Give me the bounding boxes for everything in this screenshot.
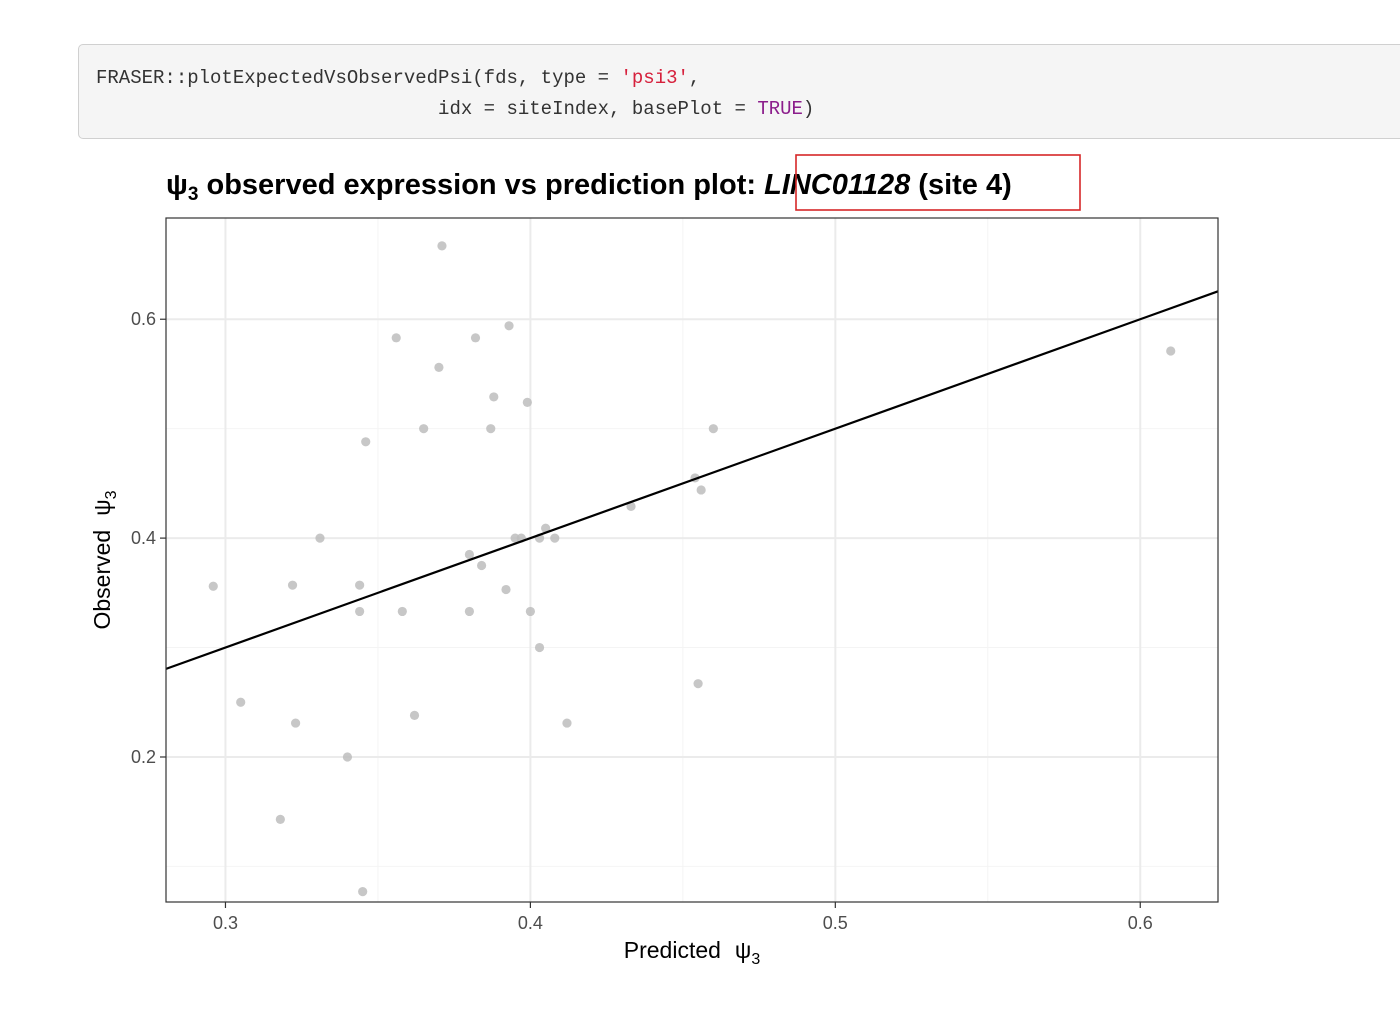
x-ticks: 0.3 0.4 0.5 0.6 bbox=[213, 902, 1153, 933]
title-site: (site 4) bbox=[910, 169, 1012, 201]
data-point bbox=[534, 642, 545, 653]
gene-highlight-box bbox=[795, 154, 1081, 211]
data-point bbox=[486, 424, 496, 434]
y-tick-label: 0.4 bbox=[131, 528, 156, 548]
identity-line bbox=[165, 290, 1219, 670]
data-point bbox=[275, 814, 285, 824]
code-line-2: idx = siteIndex, basePlot = TRUE) bbox=[96, 97, 814, 121]
x-axis-title-symbol: ψ bbox=[735, 937, 751, 963]
x-axis-title-subscript: 3 bbox=[751, 951, 760, 968]
major-grid bbox=[166, 218, 1218, 902]
plot-border bbox=[165, 217, 1219, 903]
x-axis-title-text: Predicted bbox=[624, 937, 721, 963]
code-text: ) bbox=[802, 98, 815, 120]
y-axis-title: Observed ψ3 bbox=[89, 490, 120, 629]
data-point bbox=[696, 485, 706, 495]
data-point bbox=[562, 718, 572, 728]
title-psi-symbol: ψ bbox=[166, 169, 188, 201]
data-point bbox=[236, 697, 246, 707]
data-point bbox=[409, 710, 420, 721]
data-point bbox=[419, 424, 429, 434]
data-point bbox=[358, 887, 368, 897]
data-point bbox=[504, 321, 514, 331]
title-psi-subscript: 3 bbox=[188, 184, 199, 205]
x-axis-title: Predicted ψ3 bbox=[624, 937, 761, 968]
data-point bbox=[208, 581, 218, 591]
data-point bbox=[550, 533, 560, 543]
data-point bbox=[489, 392, 499, 402]
data-point bbox=[464, 549, 475, 560]
data-point bbox=[315, 533, 325, 543]
code-block: FRASER::plotExpectedVsObservedPsi(fds, t… bbox=[78, 44, 1400, 139]
data-point bbox=[541, 523, 551, 533]
data-point bbox=[708, 424, 718, 434]
data-point bbox=[361, 437, 371, 447]
data-point bbox=[355, 606, 365, 617]
data-point bbox=[342, 752, 353, 762]
x-tick-label: 0.5 bbox=[823, 913, 848, 933]
data-point bbox=[522, 397, 532, 408]
y-tick-label: 0.6 bbox=[131, 309, 156, 329]
code-text: idx = siteIndex, basePlot = bbox=[96, 98, 758, 120]
data-point bbox=[501, 584, 511, 595]
code-text: , bbox=[688, 67, 701, 89]
points-layer bbox=[208, 241, 1176, 897]
data-point bbox=[397, 606, 407, 617]
data-point bbox=[355, 580, 365, 590]
minor-grid bbox=[166, 218, 1218, 902]
data-point bbox=[626, 501, 636, 511]
data-point bbox=[290, 718, 301, 728]
y-axis-title-text: Observed bbox=[89, 530, 115, 630]
code-line-1: FRASER::plotExpectedVsObservedPsi(fds, t… bbox=[96, 66, 700, 90]
title-main: observed expression vs prediction plot: bbox=[198, 169, 764, 201]
reference-line-layer bbox=[165, 290, 1219, 670]
y-tick-label: 0.2 bbox=[131, 747, 156, 767]
data-point bbox=[1166, 346, 1176, 356]
x-tick-label: 0.3 bbox=[213, 913, 238, 933]
x-tick-label: 0.6 bbox=[1128, 913, 1153, 933]
data-point bbox=[525, 606, 535, 617]
data-point bbox=[434, 362, 444, 372]
code-text: FRASER::plotExpectedVsObservedPsi(fds, t… bbox=[96, 67, 621, 89]
x-tick-label: 0.4 bbox=[518, 913, 543, 933]
data-point bbox=[287, 580, 298, 590]
y-axis-title-subscript: 3 bbox=[103, 490, 120, 499]
data-point bbox=[470, 333, 481, 343]
code-keyword: TRUE bbox=[757, 98, 803, 120]
y-ticks: 0.2 0.4 0.6 bbox=[131, 309, 166, 767]
chart-title: ψ3 observed expression vs prediction plo… bbox=[166, 169, 1012, 205]
code-string-literal: 'psi3' bbox=[620, 67, 689, 89]
data-point bbox=[693, 679, 703, 689]
data-point bbox=[477, 560, 487, 571]
y-axis-title-symbol: ψ bbox=[89, 499, 115, 515]
data-point bbox=[391, 333, 401, 343]
data-point bbox=[464, 606, 475, 617]
title-gene-name: LINC01128 bbox=[764, 169, 911, 201]
data-point bbox=[437, 241, 447, 251]
